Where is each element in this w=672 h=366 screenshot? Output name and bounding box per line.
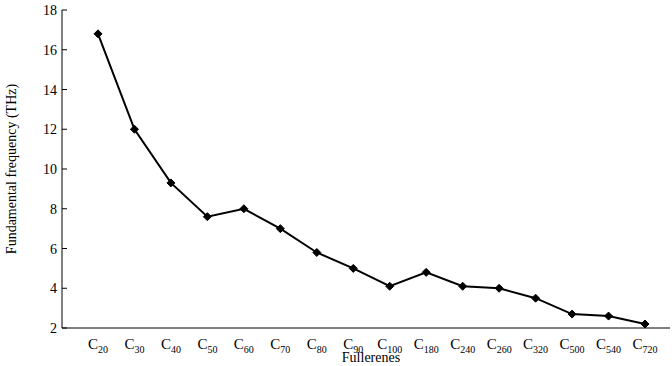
y-tick-label: 16 [43, 43, 57, 58]
data-point [167, 179, 175, 187]
data-point [641, 320, 649, 328]
chart-container: 24681012141618C20C30C40C50C60C70C80C90C1… [0, 0, 672, 366]
data-point [495, 284, 503, 292]
y-tick-label: 4 [50, 281, 57, 296]
data-line [98, 34, 645, 324]
y-tick [62, 89, 67, 90]
data-point [605, 312, 613, 320]
chart: 24681012141618C20C30C40C50C60C70C80C90C1… [0, 0, 672, 366]
x-tick-label: C50 [197, 336, 217, 355]
x-tick-label: C720 [632, 336, 657, 355]
y-tick [62, 49, 67, 50]
data-point [130, 125, 138, 133]
data-point [386, 282, 394, 290]
x-tick-label: C60 [234, 336, 254, 355]
y-tick [62, 208, 67, 209]
y-tick-label: 10 [43, 162, 57, 177]
x-tick-label: C320 [523, 336, 548, 355]
y-tick [62, 10, 67, 11]
x-tick-label: C80 [307, 336, 327, 355]
x-tick-label: C20 [88, 336, 108, 355]
y-tick-label: 12 [43, 122, 57, 137]
x-tick-label: C40 [161, 336, 181, 355]
data-point [349, 264, 357, 272]
y-tick [62, 169, 67, 170]
x-tick-label: C30 [124, 336, 144, 355]
x-tick-label: C260 [487, 336, 512, 355]
data-point [240, 205, 248, 213]
data-point [94, 30, 102, 38]
x-tick-label: C180 [414, 336, 439, 355]
y-tick [62, 248, 67, 249]
x-axis-label: Fullerenes [342, 350, 400, 365]
x-axis-line [62, 328, 670, 329]
data-point [422, 268, 430, 276]
y-tick-label: 14 [43, 83, 57, 98]
y-tick [62, 129, 67, 130]
x-tick-label: C240 [450, 336, 475, 355]
y-tick-label: 18 [43, 3, 57, 18]
x-tick-label: C70 [270, 336, 290, 355]
plot-area [94, 30, 649, 328]
x-tick-label: C540 [596, 336, 621, 355]
y-tick-label: 2 [50, 321, 57, 336]
data-point [203, 213, 211, 221]
data-point [276, 225, 284, 233]
y-tick-label: 8 [50, 202, 57, 217]
y-tick-label: 6 [50, 242, 57, 257]
y-tick [62, 328, 67, 329]
data-point [313, 248, 321, 256]
y-axis-label: Fundamental frequency (THz) [4, 84, 20, 255]
data-point [459, 282, 467, 290]
y-tick [62, 288, 67, 289]
data-point [568, 310, 576, 318]
x-tick-label: C500 [560, 336, 585, 355]
data-point [532, 294, 540, 302]
